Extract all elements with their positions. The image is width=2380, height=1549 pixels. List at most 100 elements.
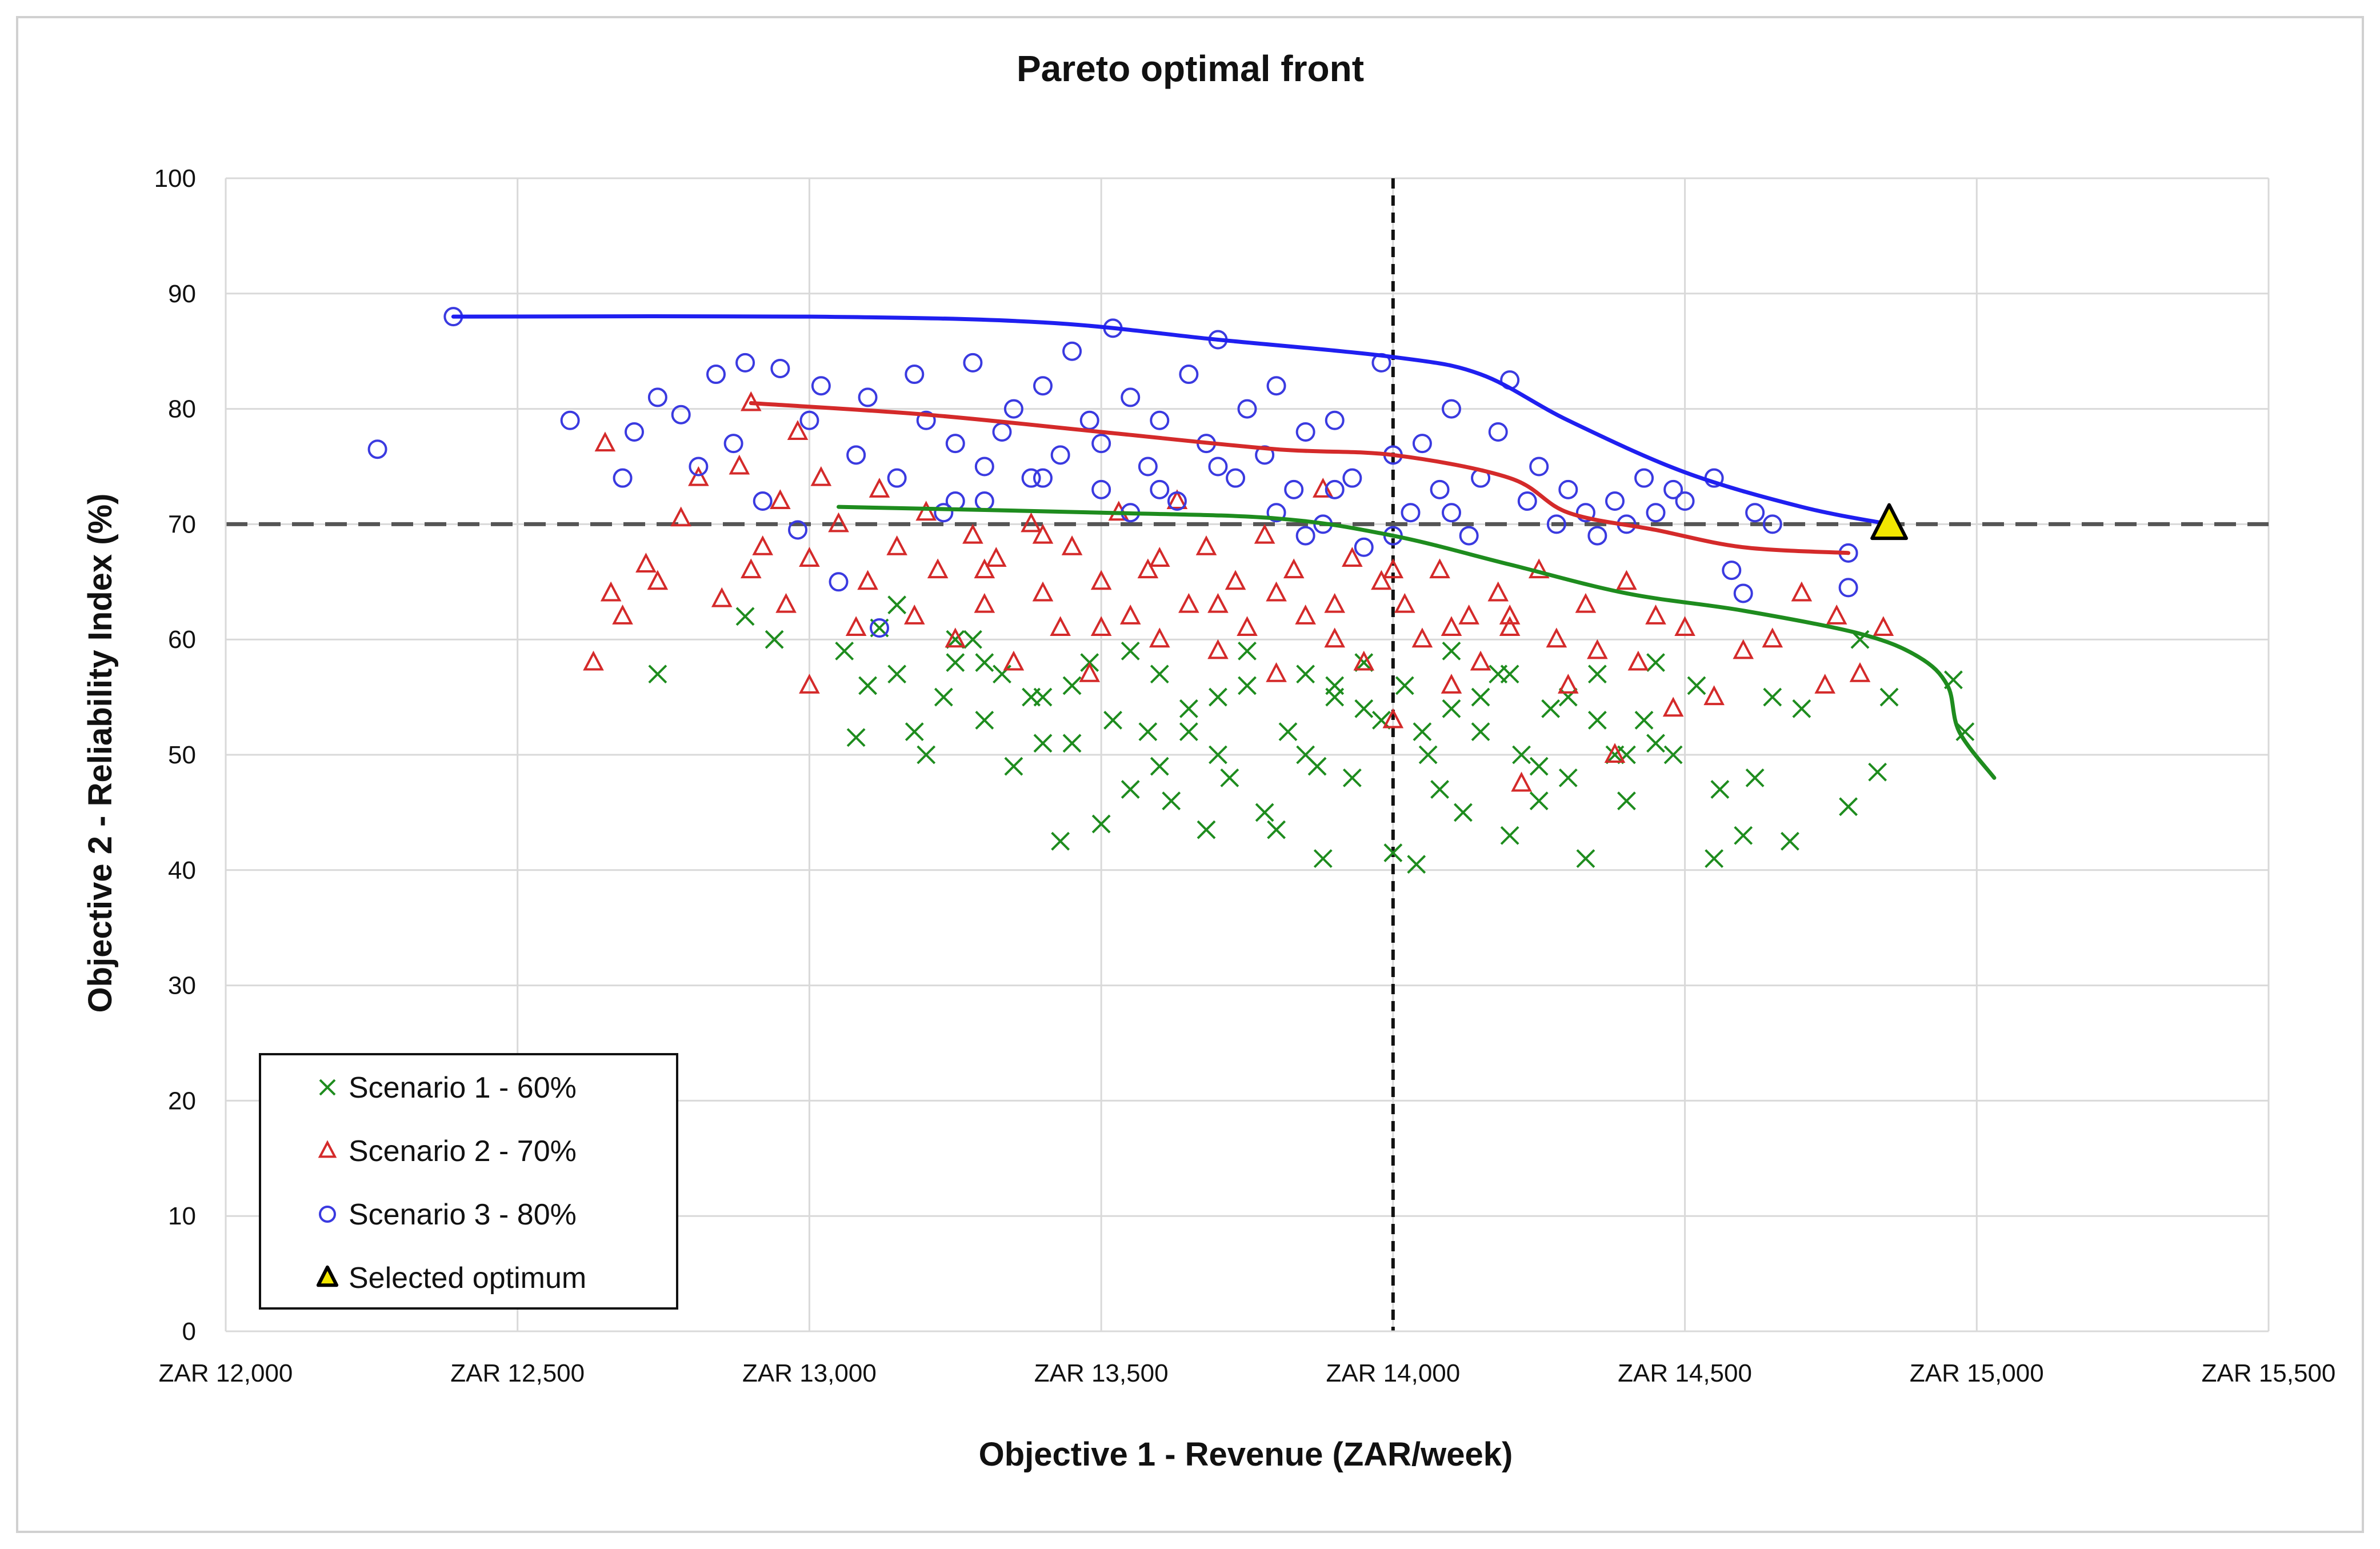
scenario-2-point (1178, 593, 1199, 613)
marker-stroke (1121, 780, 1140, 799)
pareto-fronts (451, 314, 1997, 780)
scenario-3-point (870, 618, 889, 638)
scenario-3-point (367, 439, 387, 459)
marker-stroke (905, 722, 924, 742)
scenario-3-point (945, 434, 965, 454)
scenario-1-point (1763, 687, 1782, 707)
scenario-3-point (689, 457, 709, 477)
scenario-3-point (1033, 376, 1053, 396)
scenario-3-point (1208, 457, 1228, 477)
scenario-2-point (799, 674, 820, 694)
scenario-3-point (1138, 457, 1158, 477)
marker-stroke (1238, 676, 1257, 695)
scenario-1-point (1471, 687, 1490, 707)
scenario-1-point (858, 676, 877, 695)
scenario-3-point (963, 353, 983, 373)
x-tick-label: ZAR 12,500 (450, 1359, 585, 1387)
scenario-1-point (1121, 641, 1140, 661)
scenario-2-point (1487, 581, 1509, 602)
scenario-2-point (1733, 639, 1754, 659)
scenario-2-point (1195, 535, 1217, 555)
scenario-2-point (1032, 523, 1054, 544)
scenario-2-point (1499, 616, 1521, 637)
scenario-1-point (1238, 641, 1257, 661)
scenario-1-point (1267, 820, 1286, 839)
marker-stroke (1091, 814, 1111, 834)
x-tick-label: ZAR 15,000 (1910, 1359, 2044, 1387)
marker-stroke (1710, 780, 1730, 799)
scenario-3-point (1091, 479, 1111, 499)
marker-stroke (1372, 711, 1391, 730)
scenario-3-point (1430, 479, 1450, 499)
marker-stroke (1687, 676, 1706, 695)
marker-stroke (1255, 803, 1274, 822)
legend: Scenario 1 - 60% Scenario 2 - 70% Scenario… (259, 1053, 678, 1310)
marker-stroke (1734, 826, 1753, 845)
scenario-2-point (1575, 593, 1597, 613)
scenario-3-point (1412, 434, 1432, 454)
marker-stroke (1781, 831, 1799, 851)
marker-stroke (934, 687, 953, 707)
scenario-1-point (1342, 768, 1362, 787)
scenario-1-point (648, 665, 667, 684)
scenario-3-point (735, 353, 755, 373)
scenario-3-point (723, 434, 743, 454)
scenario-3-point (625, 422, 644, 442)
marker-stroke (1792, 699, 1811, 718)
marker-stroke (1413, 722, 1432, 742)
scenario-2-point (886, 535, 907, 555)
scenario-2-point (1627, 650, 1649, 671)
scenario-1-point (1091, 814, 1111, 834)
scenario-3-point (799, 410, 819, 430)
marker-stroke (1471, 687, 1490, 707)
marker-stroke (1646, 653, 1665, 672)
scenario-3-point (770, 358, 790, 378)
scenario-3-point (613, 468, 633, 488)
scenario-1-point (1033, 687, 1053, 707)
marker-stroke (1418, 745, 1438, 765)
y-axis-title: Objective 2 - Reliability Index (%) (82, 494, 119, 1013)
reference-lines (226, 178, 2269, 1331)
scenario-2-point (729, 454, 750, 475)
scenario-1-point (1220, 768, 1239, 787)
marker-stroke (1296, 745, 1315, 765)
scenario-3-point (1442, 503, 1461, 523)
marker-stroke (1395, 676, 1414, 695)
scenario-1-point (1278, 722, 1298, 742)
scenario-3-point (1646, 503, 1666, 523)
marker-stroke (887, 665, 907, 684)
scenario-1-point (1296, 665, 1315, 684)
x-tick-label: ZAR 13,000 (742, 1359, 877, 1387)
scenario-2-point (1382, 708, 1404, 729)
scenario-2-point (1090, 570, 1112, 590)
scenario-2-point (1429, 558, 1450, 579)
scenario-2-point (775, 593, 797, 613)
scenario-1-point (1868, 762, 1887, 782)
scenario-3-point (1325, 410, 1345, 430)
scenario-3-point (1663, 479, 1683, 499)
legend-marker (318, 1140, 337, 1158)
y-tick-label: 10 (168, 1202, 196, 1230)
scenario-3-point (647, 387, 667, 407)
scenario-3-point (1488, 422, 1508, 442)
scenario-1-point (1325, 676, 1345, 695)
scenario-3-point (846, 445, 866, 465)
marker-stroke (1407, 855, 1426, 874)
scenario-1-point (835, 641, 854, 661)
marker-stroke (1342, 768, 1362, 787)
scenario-2-point (1225, 570, 1246, 590)
x-tick-label: ZAR 14,000 (1326, 1359, 1460, 1387)
chart-title: Pareto optimal front (1017, 48, 1364, 89)
scenario-1-point (1197, 820, 1216, 839)
y-tick-label: 100 (154, 165, 196, 193)
scenario-2-point (857, 570, 878, 590)
scenario-2-point (1458, 605, 1479, 625)
scenario-1-point (1646, 734, 1665, 753)
marker-stroke (1238, 641, 1257, 661)
scenario-2-point (583, 650, 604, 671)
scenario-2-point (810, 466, 832, 486)
scenario-2-point (1382, 558, 1404, 579)
scenario-3-point (1762, 514, 1782, 534)
scenario-1-point (887, 595, 907, 615)
